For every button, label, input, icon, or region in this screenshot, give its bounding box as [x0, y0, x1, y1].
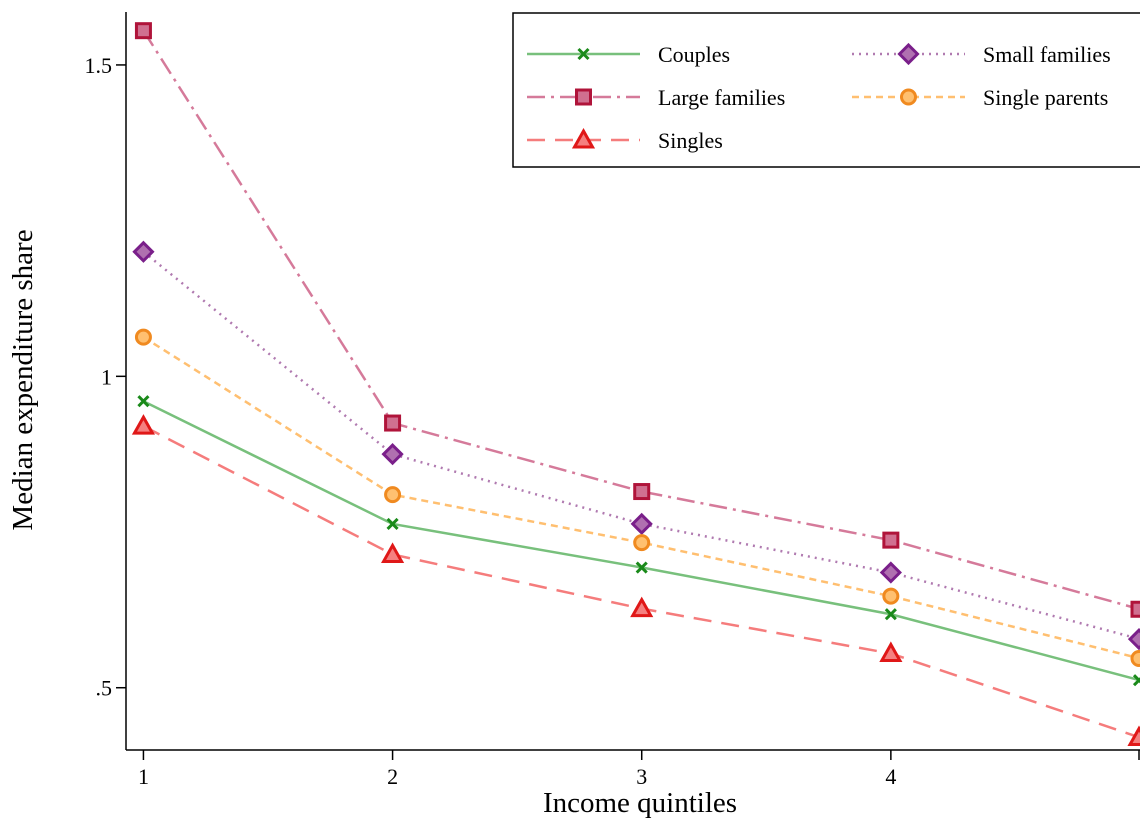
data-point: [381, 542, 405, 563]
legend-item: Single parents: [852, 85, 1108, 110]
legend-marker: [577, 47, 590, 61]
legend-label: Couples: [658, 42, 730, 67]
x-tick-label: 2: [387, 764, 398, 789]
data-point-stroke-b: [884, 608, 897, 621]
data-point: [882, 531, 900, 549]
legend-item: Large families: [527, 85, 785, 110]
legend-marker: [571, 127, 596, 149]
legend-box: [512, 12, 1140, 168]
legend-marker-stroke-b: [577, 47, 590, 61]
data-point: [386, 517, 399, 530]
data-point: [134, 328, 152, 346]
data-point: [630, 512, 653, 536]
series-line: [142, 30, 1140, 611]
y-tick-label: 1.5: [85, 53, 113, 78]
data-point: [879, 641, 903, 662]
data-point-stroke-b: [386, 517, 399, 530]
y-tick-label: 1: [101, 364, 112, 389]
data-point: [882, 587, 900, 605]
y-tick-label: .5: [96, 676, 113, 701]
data-point: [633, 483, 651, 501]
series-line: [142, 425, 1140, 739]
x-axis-label: Income quintiles: [543, 787, 737, 819]
series-line: [142, 336, 1140, 660]
data-point-stroke-b: [137, 395, 150, 408]
legend-marker: [897, 42, 920, 66]
plot-series: [131, 22, 1140, 747]
legend-item: Couples: [527, 42, 730, 67]
x-tick-label: 1: [138, 764, 149, 789]
legend-label: Small families: [983, 42, 1111, 67]
legend-item: Small families: [852, 42, 1111, 67]
data-point: [879, 561, 902, 584]
data-point: [1130, 600, 1140, 618]
legend-label: Large families: [658, 85, 785, 110]
legend-item: Singles: [527, 127, 723, 153]
data-point: [1127, 725, 1140, 747]
data-point: [132, 240, 155, 263]
data-point: [630, 596, 654, 618]
series-singles: [131, 414, 1140, 747]
data-point: [1127, 628, 1140, 651]
data-point: [635, 561, 648, 574]
x-tick-label: 3: [636, 764, 647, 789]
data-point: [384, 486, 402, 504]
data-point: [633, 534, 651, 552]
data-point: [1132, 674, 1140, 687]
series-line: [142, 250, 1140, 641]
legend-marker: [575, 88, 592, 106]
data-point: [131, 414, 156, 435]
data-point-stroke-b: [635, 561, 648, 574]
legend: Couples Large families Singles Small famili…: [512, 12, 1140, 168]
data-point: [134, 22, 152, 40]
series-single-parents: [134, 328, 1140, 667]
legend-label: Single parents: [983, 85, 1108, 110]
series-couples: [137, 395, 1140, 687]
data-point: [1130, 649, 1140, 667]
series-small-families: [132, 240, 1140, 651]
data-point: [381, 443, 404, 466]
data-point-stroke-b: [1132, 677, 1140, 687]
y-axis-label: Median expenditure share: [7, 229, 39, 530]
series-large-families: [134, 22, 1140, 618]
data-point: [384, 414, 402, 432]
data-point: [884, 608, 897, 621]
axes: .5 1 1.5 1 2 3 4: [85, 12, 1140, 789]
legend-label: Singles: [658, 128, 723, 153]
x-tick-label: 4: [885, 764, 896, 789]
data-point: [137, 395, 150, 408]
legend-marker: [900, 88, 917, 106]
